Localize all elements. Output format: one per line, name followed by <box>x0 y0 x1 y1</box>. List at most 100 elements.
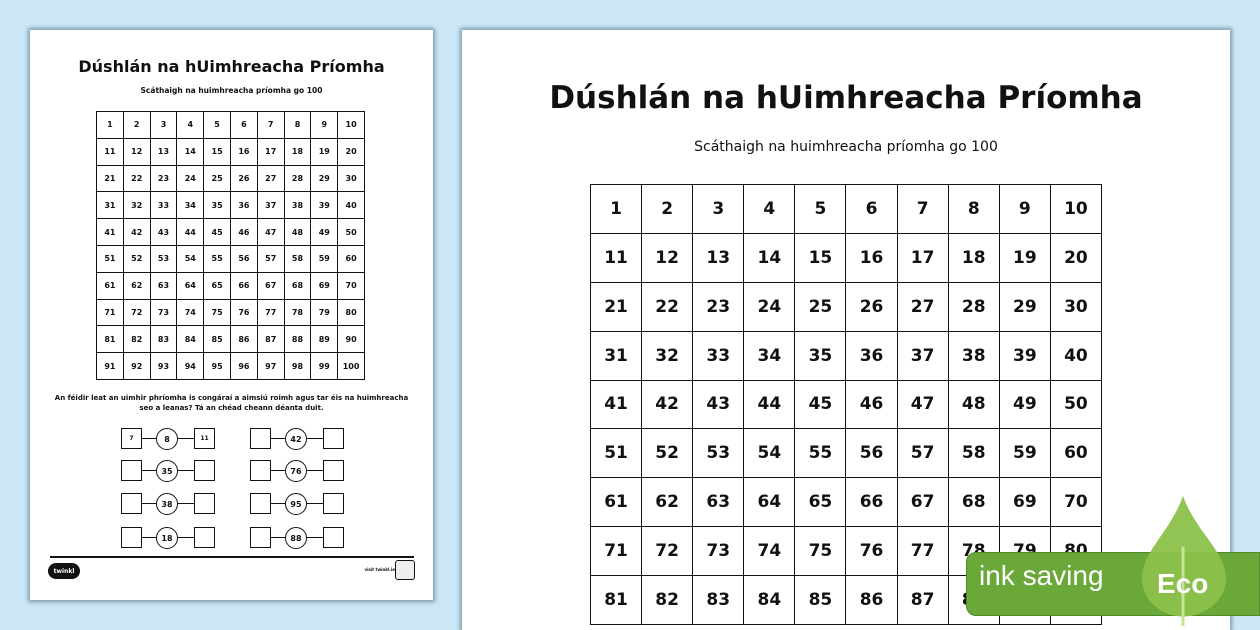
number-circle: 38 <box>156 493 178 515</box>
before-box <box>250 428 271 449</box>
grid-cell: 47 <box>257 219 285 246</box>
grid-cell: 100 <box>338 353 365 380</box>
grid-cell: 97 <box>257 353 285 380</box>
grid-cell: 81 <box>591 576 643 625</box>
grid-cell: 82 <box>123 326 151 354</box>
grid-cell: 76 <box>230 299 258 327</box>
grid-cell: 25 <box>795 282 847 332</box>
grid-cell: 8 <box>948 185 1000 234</box>
grid-cell: 15 <box>795 233 847 283</box>
grid-cell: 66 <box>230 272 258 300</box>
grid-cell: 18 <box>284 138 312 166</box>
grid-cell: 35 <box>795 331 847 381</box>
grid-cell: 21 <box>591 282 643 332</box>
grid-cell: 87 <box>257 326 285 354</box>
grid-cell: 54 <box>177 245 205 273</box>
grid-cell: 88 <box>284 326 312 354</box>
grid-cell: 27 <box>897 282 949 332</box>
grid-cell: 89 <box>311 326 339 354</box>
grid-cell: 34 <box>177 192 205 220</box>
grid-cell: 43 <box>150 219 178 246</box>
before-box <box>250 527 271 548</box>
grid-cell: 5 <box>795 185 847 234</box>
grid-cell: 40 <box>338 192 365 220</box>
grid-cell: 48 <box>948 380 1000 430</box>
grid-cell: 14 <box>744 233 796 283</box>
grid-cell: 67 <box>257 272 285 300</box>
grid-cell: 63 <box>150 272 178 300</box>
number-circle: 35 <box>156 460 178 482</box>
number-circle: 95 <box>285 493 307 515</box>
exercise-item: 76 <box>250 460 344 482</box>
grid-cell: 60 <box>338 245 365 273</box>
grid-cell: 37 <box>897 331 949 381</box>
grid-cell: 95 <box>204 353 231 380</box>
grid-cell: 45 <box>795 380 847 430</box>
grid-cell: 4 <box>177 112 205 139</box>
grid-cell: 33 <box>150 192 178 220</box>
grid-cell: 32 <box>123 192 151 220</box>
grid-cell: 6 <box>846 185 898 234</box>
page-title: Dúshlán na hUimhreacha Príomha <box>78 57 385 76</box>
grid-cell: 59 <box>311 245 339 273</box>
grid-cell: 13 <box>150 138 178 166</box>
exercise-item: 38 <box>121 493 215 515</box>
grid-cell: 64 <box>177 272 205 300</box>
grid-cell: 86 <box>846 576 898 625</box>
grid-cell: 14 <box>177 138 205 166</box>
grid-cell: 48 <box>284 219 312 246</box>
number-circle: 76 <box>285 460 307 482</box>
grid-cell: 39 <box>999 331 1051 381</box>
grid-cell: 76 <box>846 527 898 577</box>
grid-cell: 73 <box>150 299 178 327</box>
grid-cell: 79 <box>311 299 339 327</box>
grid-cell: 81 <box>97 326 124 354</box>
grid-cell: 28 <box>284 165 312 193</box>
before-box <box>250 460 271 481</box>
grid-cell: 62 <box>123 272 151 300</box>
grid-cell: 1 <box>591 185 643 234</box>
leaf-drop-icon <box>1142 495 1226 627</box>
grid-cell: 61 <box>591 478 643 528</box>
number-circle: 42 <box>285 428 307 450</box>
grid-cell: 24 <box>744 282 796 332</box>
grid-cell: 36 <box>230 192 258 220</box>
grid-cell: 28 <box>948 282 1000 332</box>
footer-link: visit twinkl.ie <box>364 567 396 572</box>
after-box <box>323 527 344 548</box>
grid-cell: 69 <box>311 272 339 300</box>
grid-cell: 1 <box>97 112 124 139</box>
grid-cell: 46 <box>230 219 258 246</box>
grid-cell: 77 <box>897 527 949 577</box>
grid-cell: 55 <box>204 245 231 273</box>
grid-cell: 44 <box>744 380 796 430</box>
grid-cell: 43 <box>693 380 745 430</box>
grid-cell: 99 <box>311 353 339 380</box>
before-box <box>121 460 142 481</box>
grid-cell: 50 <box>1050 380 1102 430</box>
grid-cell: 3 <box>693 185 745 234</box>
grid-cell: 31 <box>591 331 643 381</box>
grid-cell: 37 <box>257 192 285 220</box>
after-box <box>194 527 215 548</box>
grid-cell: 27 <box>257 165 285 193</box>
grid-cell: 85 <box>204 326 231 354</box>
grid-cell: 91 <box>97 353 124 380</box>
grid-cell: 16 <box>846 233 898 283</box>
grid-cell: 57 <box>897 429 949 479</box>
grid-cell: 45 <box>204 219 231 246</box>
grid-cell: 38 <box>284 192 312 220</box>
page-title: Dúshlán na hUimhreacha Príomha <box>549 80 1143 116</box>
grid-cell: 83 <box>693 576 745 625</box>
grid-cell: 34 <box>744 331 796 381</box>
grid-cell: 56 <box>230 245 258 273</box>
grid-cell: 92 <box>123 353 151 380</box>
grid-cell: 6 <box>230 112 258 139</box>
grid-cell: 84 <box>177 326 205 354</box>
grid-cell: 74 <box>177 299 205 327</box>
instruction-text: An féidir leat an uimhir phríomha is con… <box>54 394 409 412</box>
after-box <box>323 428 344 449</box>
grid-cell: 41 <box>591 380 643 430</box>
grid-cell: 9 <box>311 112 339 139</box>
grid-cell: 75 <box>204 299 231 327</box>
